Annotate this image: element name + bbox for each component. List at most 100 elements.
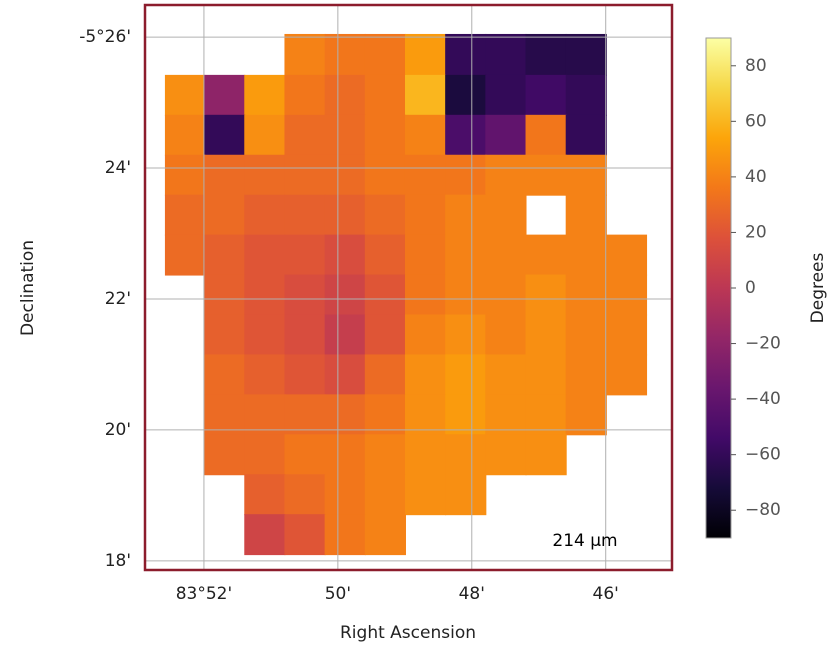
map-cell: [284, 74, 326, 116]
map-cell: [485, 274, 527, 316]
map-cell: [605, 314, 648, 356]
map-cell: [565, 394, 607, 436]
map-cell: [525, 314, 567, 356]
map-cell: [565, 274, 607, 316]
colorbar-tick-label: 40: [745, 167, 767, 187]
map-cell: [565, 194, 607, 236]
colorbar-tick-label: −40: [745, 389, 781, 409]
map-cell: [244, 234, 286, 276]
map-cell: [364, 234, 406, 276]
map-cell: [244, 154, 286, 196]
map-cell: [404, 234, 447, 276]
map-cell: [404, 474, 447, 516]
map-cell: [364, 354, 406, 396]
map-cell: [485, 33, 527, 76]
map-cell: [244, 514, 286, 556]
colorbar-label: Degrees: [808, 252, 828, 323]
y-tick-label: 18': [105, 551, 131, 571]
map-cell: [404, 154, 447, 196]
map-cell: [284, 274, 326, 316]
map-cell: [525, 154, 567, 196]
map-cell: [364, 274, 406, 316]
map-cell: [164, 234, 206, 276]
map-cell: [565, 74, 607, 116]
map-cell: [485, 194, 527, 236]
map-cell: [324, 514, 366, 556]
colorbar-bar: [705, 37, 732, 539]
map-cell: [324, 474, 366, 516]
map-cell: [284, 394, 326, 436]
map-cell: [204, 314, 246, 356]
x-axis-label: Right Ascension: [340, 623, 476, 643]
map-cell: [485, 394, 527, 436]
map-cell: [525, 394, 567, 436]
map-cell: [164, 194, 206, 236]
map-cell: [324, 314, 366, 356]
map-cell: [404, 274, 447, 316]
map-cell: [565, 354, 607, 396]
map-cell: [244, 114, 286, 156]
map-cell: [244, 394, 286, 436]
map-cell: [445, 354, 487, 396]
map-cell: [364, 74, 406, 116]
map-cell: [525, 354, 567, 396]
map-cell: [485, 114, 527, 156]
map-cell: [404, 114, 447, 156]
map-cell: [164, 114, 206, 156]
map-cell: [445, 74, 487, 116]
map-cell: [204, 234, 246, 276]
map-cell: [324, 114, 366, 156]
map-cell: [445, 194, 487, 236]
map-cell: [324, 74, 366, 116]
map-cell: [565, 314, 607, 356]
x-tick-label: 46': [593, 584, 619, 604]
map-cell: [445, 114, 487, 156]
map-cell: [324, 354, 366, 396]
map-cell: [445, 234, 487, 276]
map-cell: [324, 234, 366, 276]
map-cell: [525, 234, 567, 276]
colorbar-tick-label: −80: [745, 500, 781, 520]
x-tick-label: 48': [459, 584, 485, 604]
map: [164, 33, 648, 556]
map-cell: [284, 434, 326, 476]
y-tick-label: 24': [105, 158, 131, 178]
map-cell: [364, 514, 406, 556]
map-cell: [364, 394, 406, 436]
y-tick-label: 20': [105, 420, 131, 440]
map-cell: [525, 274, 567, 316]
grid: [145, 5, 672, 570]
map-cell: [284, 33, 326, 76]
map-cell: [404, 434, 447, 476]
map-cell: [204, 434, 246, 476]
map-cell: [525, 434, 567, 476]
map-cell: [284, 514, 326, 556]
map-cell: [485, 74, 527, 116]
map-cell: [445, 394, 487, 436]
map-cell: [404, 354, 447, 396]
map-cell: [525, 74, 567, 116]
map-cell: [445, 434, 487, 476]
map-cell: [404, 74, 447, 116]
map-cell: [605, 274, 648, 316]
map-cell: [284, 354, 326, 396]
map-cell: [364, 474, 406, 516]
map-cell: [565, 114, 607, 156]
map-cell: [324, 154, 366, 196]
map-cell: [324, 274, 366, 316]
map-cell: [445, 474, 487, 516]
map-cell: [404, 314, 447, 356]
map-cell: [525, 33, 567, 76]
y-tick-label: -5°26': [79, 27, 131, 47]
y-axis-label: Declination: [18, 240, 38, 336]
map-cell: [204, 154, 246, 196]
map-cell: [404, 33, 447, 76]
colorbar-tick-label: 0: [745, 278, 756, 298]
annotation: 214 µm: [552, 531, 617, 551]
map-cell: [404, 194, 447, 236]
colorbar-tick-label: −60: [745, 445, 781, 465]
map-cell: [485, 154, 527, 196]
map-cell: [284, 474, 326, 516]
map-cell: [284, 314, 326, 356]
